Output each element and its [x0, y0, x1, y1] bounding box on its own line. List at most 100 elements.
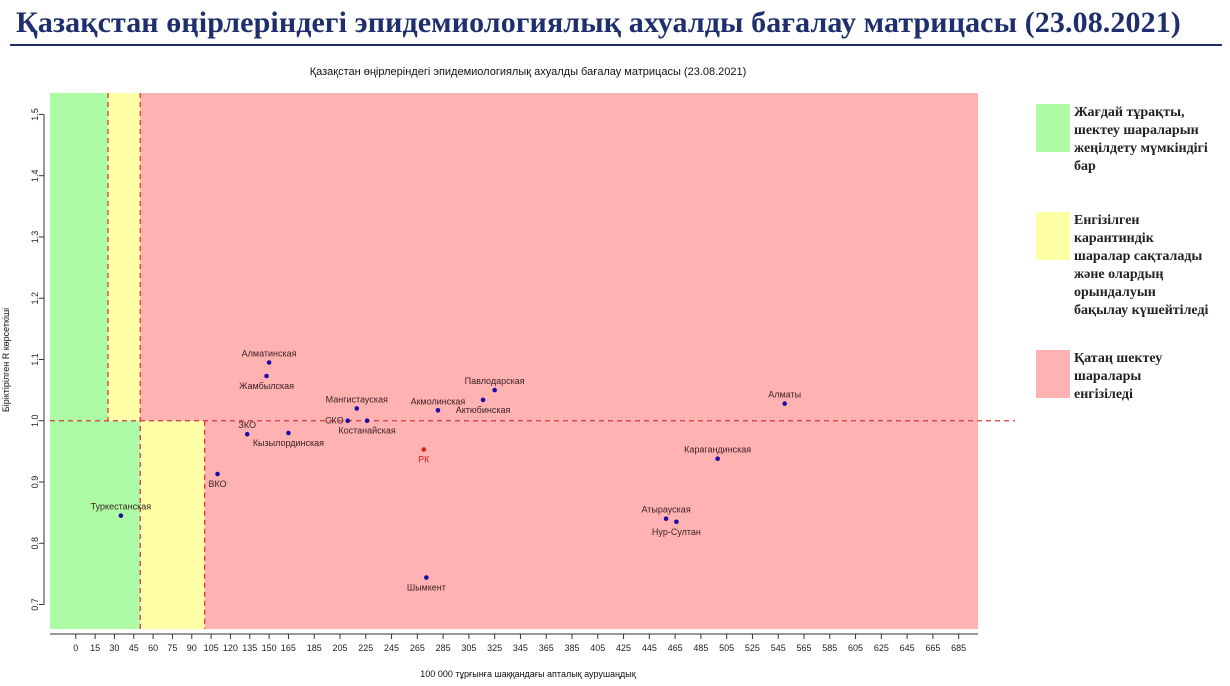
- x-tick-label: 265: [410, 643, 425, 653]
- point-label: Атырауская: [641, 505, 690, 515]
- y-tick-label: 1.1: [30, 353, 40, 366]
- legend-swatch-red: [1036, 350, 1070, 398]
- point-marker: [215, 471, 220, 477]
- x-tick-label: 545: [771, 643, 786, 653]
- x-tick-label: 465: [668, 643, 683, 653]
- x-tick-label: 135: [242, 643, 257, 653]
- x-tick-label: 525: [745, 643, 760, 653]
- legend-text-maintain: Енгізілген карантиндік шаралар сақталады…: [1074, 213, 1209, 318]
- x-tick-label: 425: [616, 643, 631, 653]
- x-tick-label: 625: [874, 643, 889, 653]
- point-label: Павлодарская: [465, 376, 525, 386]
- x-tick-label: 345: [513, 643, 528, 653]
- x-tick-label: 645: [900, 643, 915, 653]
- point-label: Туркестанская: [91, 502, 152, 512]
- x-tick-label: 685: [951, 643, 966, 653]
- title-underline: [10, 44, 1222, 46]
- x-tick-label: 30: [109, 643, 119, 653]
- y-tick-label: 1.3: [30, 231, 40, 244]
- legend-item-maintain: Енгізілген карантиндік шаралар сақталады…: [1036, 212, 1208, 320]
- x-tick-label: 45: [129, 643, 139, 653]
- point-label: Акмолинская: [411, 396, 466, 406]
- x-tick-label: 485: [693, 643, 708, 653]
- x-tick-label: 90: [187, 643, 197, 653]
- x-tick-label: 185: [307, 643, 322, 653]
- legend-swatch-yellow: [1036, 212, 1070, 260]
- x-tick-label: 385: [564, 643, 579, 653]
- x-tick-label: 150: [262, 643, 277, 653]
- point-marker: [266, 360, 272, 365]
- y-tick-label: 0.8: [30, 537, 40, 550]
- legend-swatch-green: [1036, 104, 1070, 152]
- point-label: Кызылординская: [253, 438, 324, 448]
- legend-text-stable: Жағдай тұрақты, шектеу шараларын жеңілде…: [1074, 105, 1208, 174]
- y-tick-label: 1.4: [30, 169, 40, 182]
- zone-red: [140, 93, 978, 421]
- point-marker: [421, 447, 427, 452]
- point-label: ЗКО: [238, 420, 256, 430]
- point-label: Алматинская: [242, 349, 297, 359]
- zone-red: [204, 420, 978, 629]
- x-tick-label: 205: [332, 643, 347, 653]
- x-tick-label: 165: [281, 643, 296, 653]
- x-tick-label: 75: [167, 643, 177, 653]
- point-label: Мангистауская: [326, 394, 388, 404]
- x-tick-label: 245: [384, 643, 399, 653]
- x-tick-label: 305: [461, 643, 476, 653]
- scatter-chart: Қазақстан өңірлеріндегі эпидемиологиялық…: [1, 66, 1015, 679]
- point-marker: [264, 373, 269, 379]
- y-tick-label: 0.7: [30, 598, 40, 611]
- point-marker: [118, 513, 124, 518]
- point-label: ВКО: [208, 479, 226, 489]
- axes: 0 15 30 45 60 75 90 105 120 135 150 165 185 205 225 245…: [30, 108, 978, 653]
- point-label: Жамбылская: [239, 381, 294, 391]
- zone-green: [50, 420, 141, 629]
- zone-yellow: [140, 420, 205, 629]
- point-marker: [364, 418, 370, 424]
- y-tick-label: 0.9: [30, 476, 40, 489]
- data-points: Туркестанская ВКО ЗКО Кызылординская Алматин…: [91, 349, 801, 593]
- point-marker: [715, 456, 720, 462]
- point-marker: [492, 387, 497, 393]
- y-tick-label: 1.0: [30, 414, 40, 427]
- point-marker: [345, 418, 351, 424]
- x-tick-label: 405: [590, 643, 605, 653]
- point-label: Нур-Султан: [652, 527, 701, 537]
- x-tick-label: 225: [358, 643, 373, 653]
- x-tick-label: 120: [223, 643, 238, 653]
- point-marker: [244, 431, 250, 437]
- point-label: Карагандинская: [684, 445, 751, 455]
- x-tick-label: 585: [822, 643, 837, 653]
- x-tick-label: 325: [487, 643, 502, 653]
- chart-title: Қазақстан өңірлеріндегі эпидемиологиялық…: [310, 66, 747, 78]
- x-tick-label: 105: [204, 643, 219, 653]
- point-marker: [286, 430, 291, 436]
- x-tick-label: 0: [73, 643, 78, 653]
- point-marker: [663, 516, 669, 522]
- x-tick-label: 365: [539, 643, 554, 653]
- x-axis-title: 100 000 тұрғынға шаққандағы апталық ауру…: [420, 669, 635, 679]
- x-tick-label: 665: [925, 643, 940, 653]
- legend-text-strict: Қатаң шектеу шаралары енгізіледі: [1074, 351, 1163, 402]
- reference-lines: [50, 93, 1015, 629]
- legend-item-stable: Жағдай тұрақты, шектеу шараларын жеңілде…: [1036, 104, 1208, 176]
- x-tick-label: 15: [90, 643, 100, 653]
- x-tick-label: 60: [148, 643, 158, 653]
- point-marker: [424, 575, 429, 580]
- point-marker: [674, 519, 679, 525]
- point-label: РК: [418, 455, 430, 465]
- point-marker: [480, 397, 486, 403]
- point-marker: [782, 401, 787, 406]
- x-tick-label: 445: [642, 643, 657, 653]
- point-marker: [435, 408, 441, 413]
- x-tick-label: 505: [719, 643, 734, 653]
- y-axis-title: Біріктірілген R көрсеткіші: [1, 308, 11, 412]
- x-tick-label: 565: [796, 643, 811, 653]
- legend-item-strict: Қатаң шектеу шаралары енгізіледі: [1036, 350, 1162, 404]
- point-label: Шымкент: [407, 583, 446, 593]
- x-tick-label: 605: [848, 643, 863, 653]
- x-tick-label: 285: [436, 643, 451, 653]
- y-tick-label: 1.5: [30, 108, 40, 121]
- point-label: Актюбинская: [456, 405, 511, 415]
- zone-backgrounds: [50, 93, 978, 629]
